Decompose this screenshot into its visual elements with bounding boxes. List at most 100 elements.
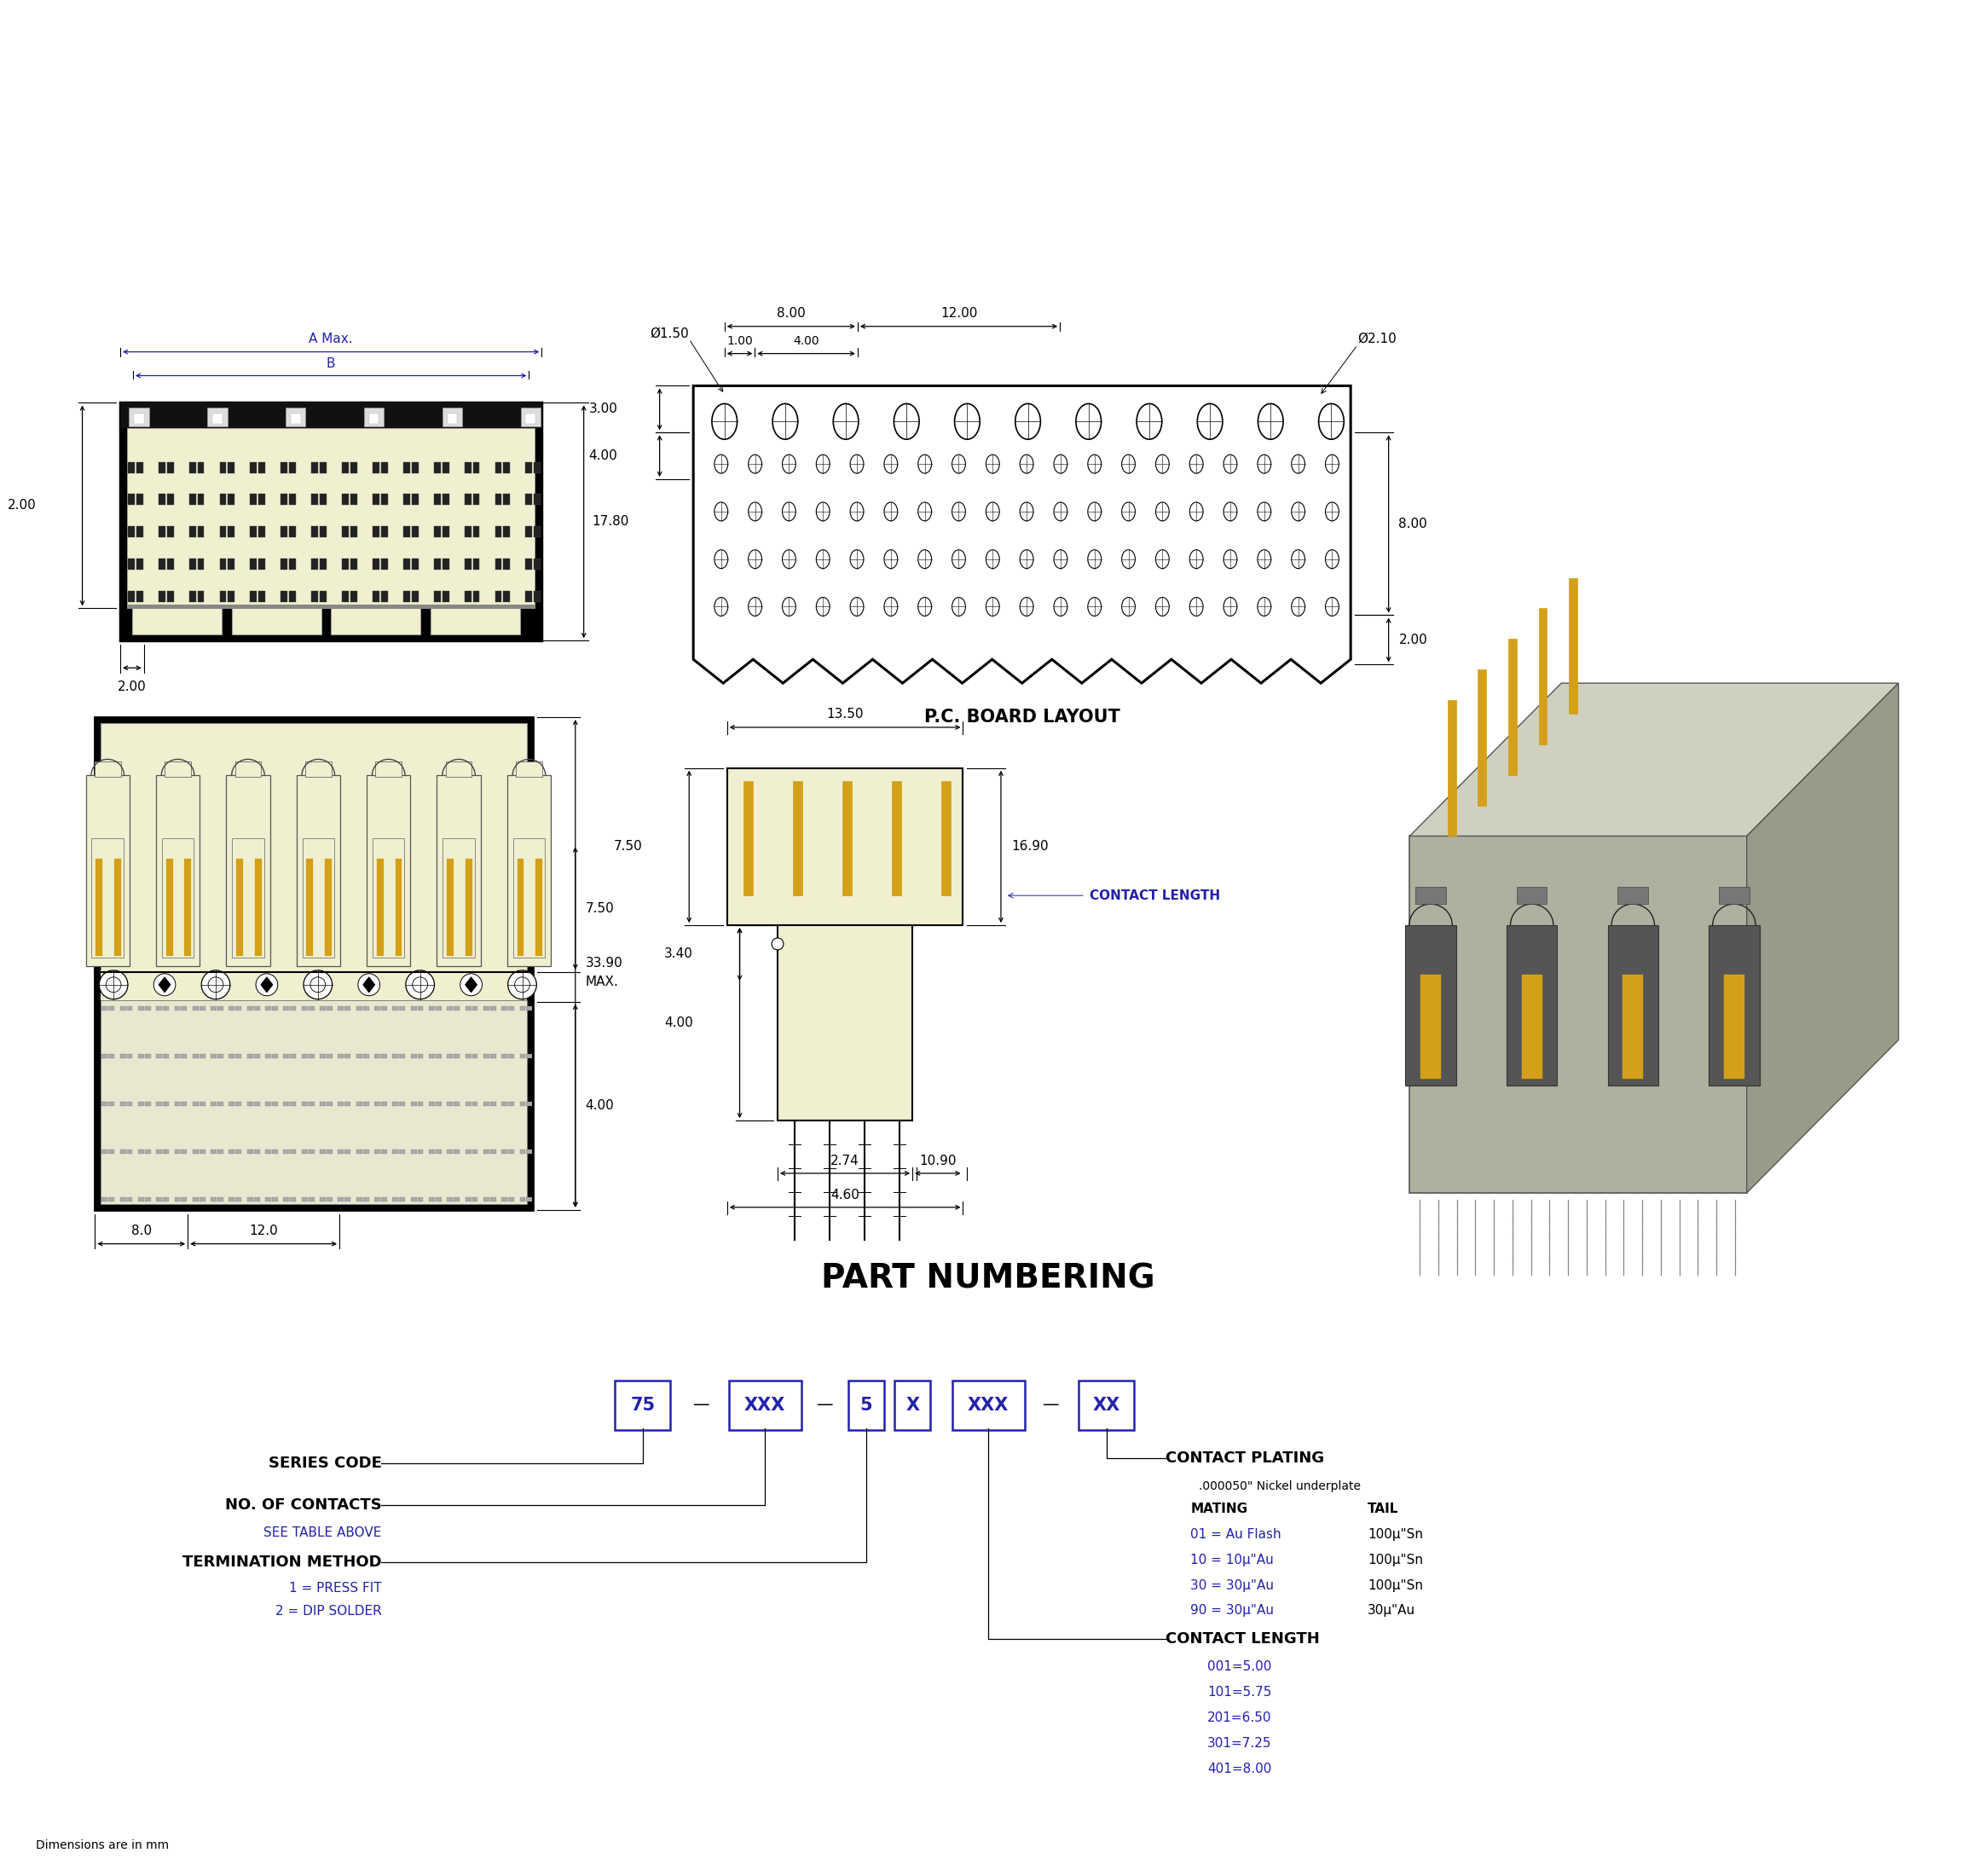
FancyBboxPatch shape (200, 1197, 206, 1203)
FancyBboxPatch shape (363, 1150, 369, 1154)
FancyBboxPatch shape (894, 1381, 930, 1430)
FancyBboxPatch shape (327, 1197, 333, 1203)
FancyBboxPatch shape (306, 762, 331, 777)
FancyBboxPatch shape (380, 1101, 386, 1107)
FancyBboxPatch shape (345, 1054, 351, 1058)
Circle shape (310, 977, 326, 992)
FancyBboxPatch shape (443, 559, 449, 570)
Ellipse shape (918, 550, 931, 568)
FancyBboxPatch shape (400, 1150, 406, 1154)
FancyBboxPatch shape (175, 1006, 180, 1011)
FancyBboxPatch shape (102, 1054, 108, 1058)
Ellipse shape (1190, 597, 1204, 615)
FancyBboxPatch shape (94, 717, 533, 1210)
Ellipse shape (1122, 454, 1135, 473)
Text: XX: XX (1092, 1398, 1120, 1415)
FancyBboxPatch shape (410, 1101, 416, 1107)
FancyBboxPatch shape (380, 591, 388, 602)
FancyBboxPatch shape (290, 591, 296, 602)
Circle shape (255, 974, 278, 996)
FancyBboxPatch shape (198, 559, 204, 570)
FancyBboxPatch shape (412, 493, 418, 505)
FancyBboxPatch shape (231, 839, 265, 957)
Ellipse shape (884, 597, 898, 615)
FancyBboxPatch shape (526, 1054, 531, 1058)
FancyBboxPatch shape (220, 493, 226, 505)
Ellipse shape (782, 503, 796, 522)
FancyBboxPatch shape (220, 591, 226, 602)
FancyBboxPatch shape (308, 1006, 314, 1011)
FancyBboxPatch shape (235, 859, 243, 957)
FancyBboxPatch shape (490, 1197, 496, 1203)
FancyBboxPatch shape (114, 859, 122, 957)
FancyBboxPatch shape (526, 1150, 531, 1154)
FancyBboxPatch shape (1708, 925, 1759, 1086)
FancyBboxPatch shape (108, 1197, 114, 1203)
FancyBboxPatch shape (518, 859, 524, 957)
FancyBboxPatch shape (210, 1101, 216, 1107)
FancyBboxPatch shape (280, 559, 288, 570)
FancyBboxPatch shape (533, 527, 541, 537)
FancyBboxPatch shape (400, 1101, 406, 1107)
FancyBboxPatch shape (392, 1054, 398, 1058)
FancyBboxPatch shape (508, 1197, 514, 1203)
FancyBboxPatch shape (133, 415, 143, 424)
FancyBboxPatch shape (792, 780, 802, 895)
Text: 4.00: 4.00 (586, 1099, 614, 1112)
FancyBboxPatch shape (284, 1101, 290, 1107)
FancyBboxPatch shape (1608, 925, 1659, 1086)
FancyBboxPatch shape (265, 1101, 271, 1107)
FancyBboxPatch shape (345, 1101, 351, 1107)
Text: 2 = DIP SOLDER: 2 = DIP SOLDER (275, 1604, 382, 1617)
FancyBboxPatch shape (192, 1197, 198, 1203)
FancyBboxPatch shape (306, 859, 314, 957)
FancyBboxPatch shape (210, 1054, 216, 1058)
Ellipse shape (1020, 550, 1033, 568)
FancyBboxPatch shape (120, 403, 541, 642)
FancyBboxPatch shape (504, 493, 510, 505)
Ellipse shape (1137, 403, 1161, 439)
FancyBboxPatch shape (453, 1054, 459, 1058)
FancyBboxPatch shape (526, 527, 531, 537)
Text: X: X (906, 1398, 920, 1415)
Ellipse shape (782, 454, 796, 473)
FancyBboxPatch shape (290, 415, 300, 424)
Text: 1 = PRESS FIT: 1 = PRESS FIT (288, 1581, 382, 1595)
FancyBboxPatch shape (235, 762, 261, 777)
FancyBboxPatch shape (167, 591, 175, 602)
FancyBboxPatch shape (280, 591, 288, 602)
FancyBboxPatch shape (235, 1006, 241, 1011)
FancyBboxPatch shape (251, 461, 257, 473)
FancyBboxPatch shape (227, 493, 235, 505)
Ellipse shape (918, 503, 931, 522)
Ellipse shape (1257, 503, 1271, 522)
FancyBboxPatch shape (145, 1101, 151, 1107)
Text: 01 = Au Flash: 01 = Au Flash (1190, 1527, 1281, 1540)
FancyBboxPatch shape (410, 1197, 416, 1203)
FancyBboxPatch shape (137, 1197, 143, 1203)
FancyBboxPatch shape (100, 970, 528, 1000)
FancyBboxPatch shape (198, 493, 204, 505)
Ellipse shape (1257, 597, 1271, 615)
FancyBboxPatch shape (375, 1197, 380, 1203)
FancyBboxPatch shape (135, 559, 143, 570)
Ellipse shape (1326, 597, 1339, 615)
FancyBboxPatch shape (412, 527, 418, 537)
FancyBboxPatch shape (229, 1150, 235, 1154)
FancyBboxPatch shape (100, 722, 528, 972)
FancyBboxPatch shape (302, 1006, 308, 1011)
FancyBboxPatch shape (137, 1054, 143, 1058)
FancyBboxPatch shape (445, 762, 473, 777)
Text: 4.00: 4.00 (588, 450, 618, 461)
FancyBboxPatch shape (273, 1150, 278, 1154)
FancyBboxPatch shape (404, 591, 410, 602)
Ellipse shape (816, 597, 830, 615)
Text: A Max.: A Max. (310, 332, 353, 345)
FancyBboxPatch shape (375, 1150, 380, 1154)
Ellipse shape (1224, 550, 1237, 568)
Ellipse shape (714, 503, 728, 522)
FancyBboxPatch shape (286, 407, 306, 426)
FancyBboxPatch shape (429, 1197, 435, 1203)
Text: 12.0: 12.0 (249, 1225, 278, 1236)
FancyBboxPatch shape (253, 1006, 259, 1011)
